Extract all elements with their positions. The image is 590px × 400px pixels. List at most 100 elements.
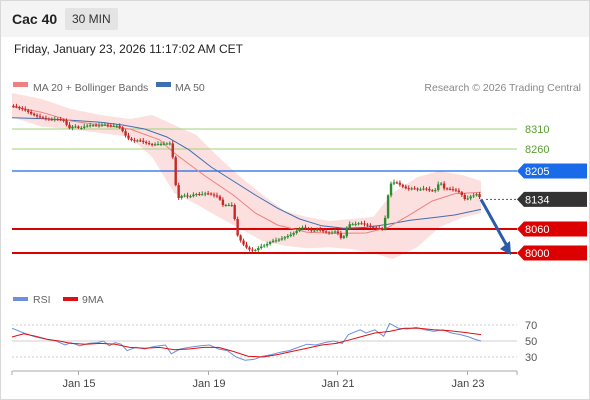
candle-body [206, 193, 210, 195]
forecast-arrow-shaft [479, 198, 509, 247]
candle-body [333, 231, 337, 233]
candle-body [437, 184, 440, 191]
timeframe-button[interactable]: 30 MIN [65, 8, 118, 30]
ma50-line [11, 117, 482, 229]
candle-body [56, 119, 59, 121]
candle-body [372, 226, 375, 228]
candle-body [339, 233, 343, 238]
candle-body [245, 244, 248, 248]
candle-body [277, 239, 281, 241]
candle-body [171, 143, 174, 158]
candle-body [354, 223, 357, 225]
candle-body [360, 223, 363, 225]
candle-body [195, 194, 198, 195]
candle-body [192, 194, 195, 197]
candle-body [327, 232, 331, 234]
rsi-legend-swatch [13, 297, 28, 301]
candle-body [378, 228, 381, 229]
candle-body [345, 228, 348, 237]
candle-body [233, 205, 236, 219]
candle-body [15, 106, 18, 108]
candle-body [124, 131, 127, 136]
candle-body [475, 194, 478, 196]
candle-body [260, 246, 263, 248]
candle-body [218, 196, 222, 200]
candle-body [12, 105, 15, 107]
candle-body [227, 205, 231, 206]
rsi-ma-legend-label: 9MA [82, 294, 104, 306]
candle-body [351, 224, 354, 226]
candle-body [454, 189, 458, 191]
candle-body [283, 237, 287, 239]
candle-body [321, 229, 325, 232]
candle-body [112, 125, 115, 127]
chart-header: Cac 40 30 MIN [1, 1, 589, 37]
rsi-plot: 70 50 30 [11, 320, 537, 364]
candle-body [71, 126, 74, 129]
bb-legend-swatch [13, 82, 28, 87]
candle-body [186, 195, 189, 197]
rsi-legend-label: RSI [33, 294, 51, 306]
candle-body [180, 196, 183, 198]
candle-body [50, 119, 54, 121]
time-tick-label: Jan 19 [192, 378, 225, 390]
rsi-line [11, 322, 482, 361]
candle-body [392, 182, 396, 184]
bb-legend-label: MA 20 + Bollinger Bands [33, 82, 148, 94]
candle-body [271, 240, 275, 242]
candle-body [62, 119, 65, 121]
candle-body [304, 227, 307, 229]
candle-body [174, 157, 177, 186]
symbol-title: Cac 40 [12, 11, 58, 27]
candle-body [242, 240, 245, 245]
candle-body [466, 198, 469, 200]
candle-body [316, 229, 319, 231]
rsi-tick-50: 50 [525, 336, 537, 348]
candle-body [147, 143, 151, 145]
candle-body [375, 227, 378, 229]
candle-body [159, 143, 163, 145]
candle-body [445, 188, 449, 190]
candle-body [239, 235, 242, 241]
candle-body [24, 109, 27, 111]
candle-body [18, 107, 21, 109]
bollinger-band-area [12, 93, 481, 259]
candle-body [307, 228, 310, 230]
time-tick-label: Jan 15 [62, 378, 95, 390]
candle-body [201, 194, 204, 196]
candle-body [301, 227, 304, 229]
candle-body [145, 142, 148, 144]
time-tick-label: Jan 21 [321, 378, 354, 390]
candle-body [431, 190, 434, 192]
candle-body [463, 195, 466, 199]
candle-body [189, 196, 192, 198]
candle-body [215, 195, 219, 197]
candle-body [91, 125, 95, 127]
forecast-arrow-head [500, 241, 511, 255]
candle-body [248, 247, 251, 250]
candle-body [280, 238, 284, 240]
candle-body [380, 228, 384, 230]
level-tag-8310: 8310 [525, 124, 549, 136]
candle-body [121, 127, 124, 132]
copyright-label: Research © 2026 Trading Central [424, 82, 581, 94]
candle-body [80, 127, 83, 129]
candle-body [127, 135, 130, 139]
candle-body [389, 183, 393, 196]
ma50-legend-label: MA 50 [175, 82, 205, 94]
candle-body [32, 113, 36, 116]
candle-body [460, 192, 464, 195]
candle-body [109, 125, 113, 127]
candle-body [295, 230, 298, 233]
candle-body [425, 188, 428, 190]
candle-body [457, 190, 461, 193]
level-tag-8205: 8205 [525, 166, 549, 178]
candle-body [324, 231, 328, 233]
candle-body [442, 183, 446, 189]
level-tag-8134: 8134 [525, 194, 549, 206]
candle-body [398, 182, 402, 185]
candle-body [136, 140, 139, 142]
candle-body [319, 229, 322, 231]
candle-body [106, 124, 110, 126]
candle-body [330, 232, 334, 234]
